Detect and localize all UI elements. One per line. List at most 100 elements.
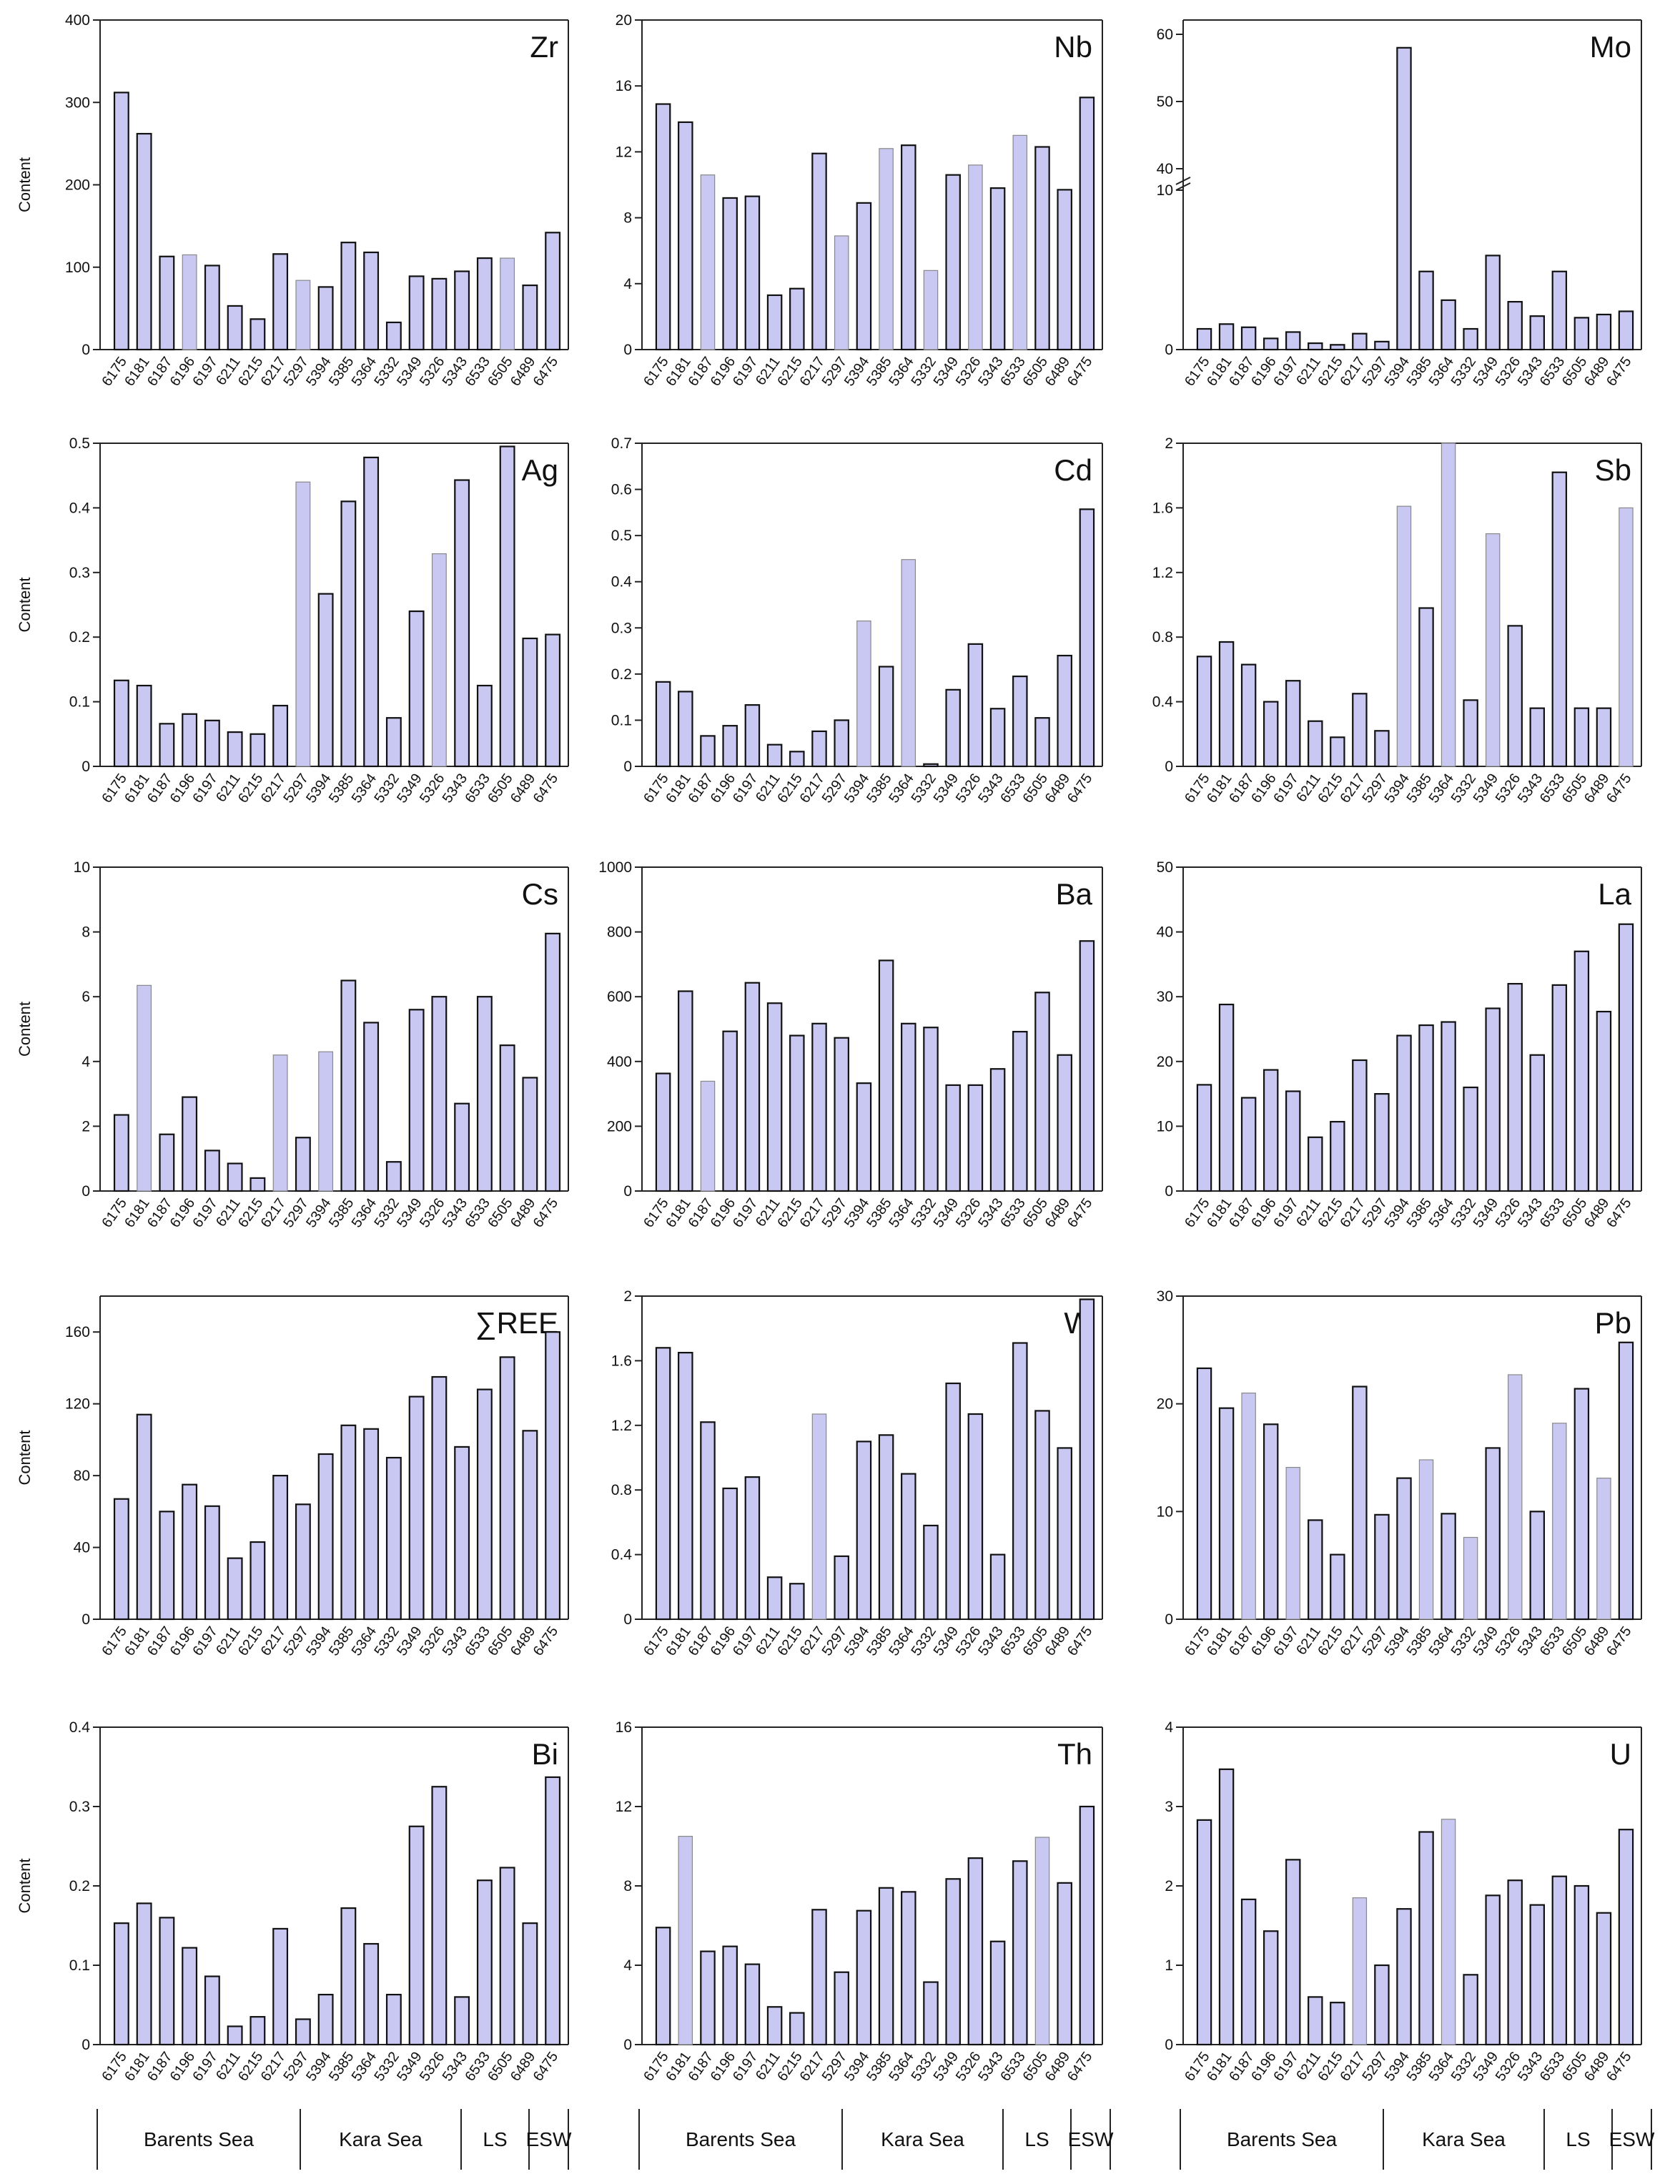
bar-6211 [766,294,783,351]
bar-5332 [1463,1086,1478,1192]
bar-5297 [1374,1092,1390,1192]
bar-6196 [182,1096,198,1192]
x-tick-label: 6217 [258,771,290,806]
y-tick-label: 0 [81,759,90,775]
x-tick-label: 6187 [144,771,176,806]
x-tick-label: 6187 [144,1624,176,1659]
x-tick-label: 5349 [394,771,425,806]
x-tick-label: 5349 [394,2049,425,2084]
bar-5349 [1485,1007,1501,1192]
x-tick-label: 6533 [462,354,493,389]
bar-5349 [408,1395,425,1621]
region-strip-col-2: Barents Sea Kara Sea LS ESW [638,2109,1114,2170]
y-tick-label: 2 [1165,1878,1173,1894]
x-tick-label: 5343 [440,771,471,806]
bar-6211 [766,2006,783,2046]
panel-title: U [1610,1737,1631,1771]
y-tick-label: 8 [623,1878,632,1894]
bar-6197 [744,195,761,351]
bar-5394 [1396,1034,1412,1192]
y-tick-label: 400 [65,12,90,29]
x-tick-label: 6475 [1064,1624,1096,1659]
y-tick-label: 0.1 [611,712,632,728]
panel-title: Nb [1054,30,1092,64]
bar-6533 [1012,1860,1028,2046]
bar-6215 [249,318,266,351]
bar-6217 [1352,332,1368,351]
bar-6175 [1196,1367,1212,1621]
bar-5349 [945,1878,961,2046]
x-tick-label: 5349 [394,1624,425,1659]
y-tick-label: 16 [616,78,632,94]
x-tick-label: 6217 [258,2049,290,2084]
bar-6211 [766,1576,783,1621]
x-tick-label: 6175 [99,2049,130,2084]
bar-6215 [789,751,805,768]
bar-5385 [878,959,894,1192]
bar-6505 [1573,1388,1590,1621]
bar-6197 [1285,1859,1301,2046]
x-tick-label: 6489 [508,1624,539,1659]
bar-6505 [1573,950,1590,1192]
x-tick-label: 5326 [417,1195,448,1230]
bar-5297 [1374,730,1390,768]
region-label: Kara Sea [881,2128,964,2150]
bar-6196 [722,1945,738,2046]
bar-6533 [1012,1031,1028,1192]
y-tick-label: 0 [623,342,632,358]
x-tick-label: 5385 [326,354,357,389]
bar-5326 [431,277,448,351]
y-tick-label: 0 [81,1183,90,1200]
bar-6187 [1240,1097,1257,1192]
y-tick-label: 12 [616,144,632,160]
bar-5394 [317,286,334,351]
y-tick-label: 0.4 [1152,694,1174,711]
bar-6175 [655,1927,671,2046]
panel-cd: 00.10.20.30.40.50.60.7Cd6175618161876196… [611,435,1103,806]
x-tick-label: 6215 [235,2049,267,2084]
bar-6197 [204,1150,220,1192]
bar-6215 [789,287,805,351]
bar-5364 [1441,443,1456,767]
y-tick-label: 0 [623,759,632,775]
y-tick-label: 16 [616,1719,632,1736]
x-tick-label: 6197 [1270,354,1302,389]
y-tick-label: 2 [1165,435,1173,452]
y-tick-label: 80 [74,1468,90,1484]
bar-6217 [1352,1059,1368,1192]
bar-6197 [204,719,220,768]
panel-title: Ag [522,453,558,487]
y-tick-label: 0.7 [611,435,632,452]
bar-5349 [408,275,425,351]
bar-5326 [1507,625,1523,768]
y-tick-label: 0.4 [611,574,633,591]
x-tick-label: 5343 [440,1624,471,1659]
bar-5349 [1485,1447,1501,1621]
bar-5385 [340,242,357,351]
x-tick-label: 6196 [167,1624,199,1659]
x-tick-label: 5394 [303,1624,335,1659]
bar-5394 [1396,1908,1412,2046]
y-tick-label: 50 [1157,94,1173,110]
bar-5364 [1441,1513,1456,1621]
bar-5326 [967,1413,984,1621]
bar-6211 [1308,342,1323,351]
x-tick-label: 6197 [1270,1624,1302,1659]
bar-5343 [989,187,1006,351]
bar-6181 [678,691,693,768]
panel-title: Pb [1595,1306,1631,1340]
bar-5349 [408,1825,425,2046]
x-tick-label: 5364 [349,354,380,389]
bar-6181 [1218,1407,1235,1621]
bar-6211 [227,2025,243,2046]
bar-5385 [1418,607,1434,768]
bar-5364 [1441,1021,1456,1192]
x-tick-label: 6215 [235,1624,267,1659]
bar-6187 [700,1421,716,1621]
x-tick-label: 6197 [730,354,761,389]
bar-6215 [1330,736,1345,768]
bar-5394 [1396,505,1412,767]
bar-5364 [901,1473,916,1621]
bar-5297 [1374,340,1390,351]
bar-5349 [1485,255,1501,351]
